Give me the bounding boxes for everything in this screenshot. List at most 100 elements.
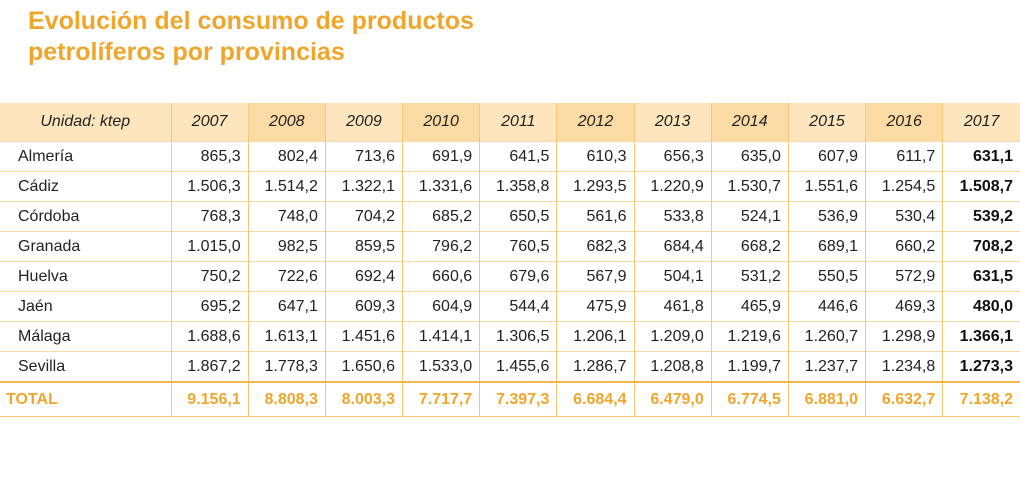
- total-value: 7.397,3: [479, 381, 557, 417]
- cell-value: 533,8: [633, 201, 712, 232]
- year-header: 2009: [324, 103, 403, 142]
- cell-value: 760,5: [479, 231, 557, 262]
- total-row: TOTAL 9.156,1 8.808,3 8.003,3 7.717,7 7.397,3…: [0, 381, 1020, 417]
- cell-value: 802,4: [247, 141, 326, 172]
- cell-value: 692,4: [324, 261, 403, 292]
- cell-value: 656,3: [633, 141, 712, 172]
- title-line: petrolíferos por provincias: [28, 38, 345, 66]
- cell-value: 1.451,6: [324, 321, 403, 352]
- cell-value: 713,6: [324, 141, 403, 172]
- total-value: 8.808,3: [247, 381, 326, 417]
- cell-value: 1.219,6: [710, 321, 789, 352]
- cell-value: 446,6: [787, 291, 866, 322]
- header-row: Unidad: ktep 2007 2008 2009 2010 2011 2012 2013…: [0, 103, 1020, 142]
- cell-value: 635,0: [710, 141, 789, 172]
- cell-value: 1.506,3: [170, 171, 249, 202]
- title-line: Evolución del consumo de productos: [28, 7, 474, 35]
- cell-value: 641,5: [479, 141, 557, 172]
- cell-value: 544,4: [479, 291, 557, 322]
- cell-value: 480,0: [942, 291, 1020, 322]
- province-row: Huelva 750,2 722,6 692,4 660,6 679,6 567,9 504,…: [0, 261, 1020, 292]
- total-value: 6.881,0: [787, 381, 866, 417]
- province-row: Sevilla 1.867,2 1.778,3 1.650,6 1.533,0 1.455…: [0, 351, 1020, 382]
- cell-value: 1.237,7: [787, 351, 866, 382]
- total-value: 6.479,0: [633, 381, 712, 417]
- cell-value: 1.209,0: [633, 321, 712, 352]
- cell-value: 1.358,8: [479, 171, 557, 202]
- cell-value: 1.455,6: [479, 351, 557, 382]
- cell-value: 1.688,6: [170, 321, 249, 352]
- cell-value: 465,9: [710, 291, 789, 322]
- province-name: Jaén: [0, 291, 172, 322]
- cell-value: 679,6: [479, 261, 557, 292]
- total-value: 9.156,1: [170, 381, 249, 417]
- cell-value: 550,5: [787, 261, 866, 292]
- year-header: 2016: [865, 103, 943, 142]
- cell-value: 1.260,7: [787, 321, 866, 352]
- cell-value: 1.306,5: [479, 321, 557, 352]
- province-name: Almería: [0, 141, 172, 172]
- province-row: Jaén 695,2 647,1 609,3 604,9 544,4 475,9 461,8 4…: [0, 291, 1020, 322]
- cell-value: 1.015,0: [170, 231, 249, 262]
- cell-value: 668,2: [710, 231, 789, 262]
- cell-value: 684,4: [633, 231, 712, 262]
- cell-value: 1.206,1: [556, 321, 635, 352]
- cell-value: 1.533,0: [402, 351, 480, 382]
- cell-value: 611,7: [865, 141, 943, 172]
- cell-value: 1.867,2: [170, 351, 249, 382]
- cell-value: 660,2: [865, 231, 943, 262]
- cell-value: 1.414,1: [402, 321, 480, 352]
- cell-value: 796,2: [402, 231, 480, 262]
- cell-value: 572,9: [865, 261, 943, 292]
- cell-value: 475,9: [556, 291, 635, 322]
- year-header: 2007: [170, 103, 249, 142]
- cell-value: 536,9: [787, 201, 866, 232]
- cell-value: 660,6: [402, 261, 480, 292]
- cell-value: 722,6: [247, 261, 326, 292]
- year-header: 2017: [942, 103, 1020, 142]
- cell-value: 1.220,9: [633, 171, 712, 202]
- cell-value: 609,3: [324, 291, 403, 322]
- cell-value: 1.208,8: [633, 351, 712, 382]
- cell-value: 708,2: [942, 231, 1020, 262]
- cell-value: 1.778,3: [247, 351, 326, 382]
- cell-value: 865,3: [170, 141, 249, 172]
- cell-value: 1.286,7: [556, 351, 635, 382]
- cell-value: 1.331,6: [402, 171, 480, 202]
- total-value: 8.003,3: [324, 381, 403, 417]
- cell-value: 524,1: [710, 201, 789, 232]
- total-value: 6.774,5: [710, 381, 789, 417]
- province-name: Málaga: [0, 321, 172, 352]
- cell-value: 1.322,1: [324, 171, 403, 202]
- cell-value: 567,9: [556, 261, 635, 292]
- cell-value: 691,9: [402, 141, 480, 172]
- cell-value: 1.293,5: [556, 171, 635, 202]
- cell-value: 1.273,3: [942, 351, 1020, 382]
- cell-value: 750,2: [170, 261, 249, 292]
- cell-value: 461,8: [633, 291, 712, 322]
- cell-value: 1.613,1: [247, 321, 326, 352]
- province-name: Cádiz: [0, 171, 172, 202]
- cell-value: 604,9: [402, 291, 480, 322]
- cell-value: 689,1: [787, 231, 866, 262]
- cell-value: 1.551,6: [787, 171, 866, 202]
- cell-value: 682,3: [556, 231, 635, 262]
- cell-value: 982,5: [247, 231, 326, 262]
- cell-value: 531,2: [710, 261, 789, 292]
- unit-label: Unidad: ktep: [0, 103, 172, 142]
- year-header: 2015: [787, 103, 866, 142]
- province-row: Málaga 1.688,6 1.613,1 1.451,6 1.414,1 1.306,…: [0, 321, 1020, 352]
- cell-value: 704,2: [324, 201, 403, 232]
- total-value: 7.138,2: [942, 381, 1020, 417]
- year-header: 2012: [556, 103, 635, 142]
- year-header: 2010: [402, 103, 480, 142]
- cell-value: 1.199,7: [710, 351, 789, 382]
- cell-value: 748,0: [247, 201, 326, 232]
- province-row: Córdoba 768,3 748,0 704,2 685,2 650,5 561,6 533…: [0, 201, 1020, 232]
- province-row: Almería 865,3 802,4 713,6 691,9 641,5 610,3 656…: [0, 141, 1020, 172]
- data-table: Unidad: ktep 2007 2008 2009 2010 2011 2012 2013…: [0, 103, 1020, 417]
- cell-value: 610,3: [556, 141, 635, 172]
- province-name: Granada: [0, 231, 172, 262]
- cell-value: 631,1: [942, 141, 1020, 172]
- cell-value: 685,2: [402, 201, 480, 232]
